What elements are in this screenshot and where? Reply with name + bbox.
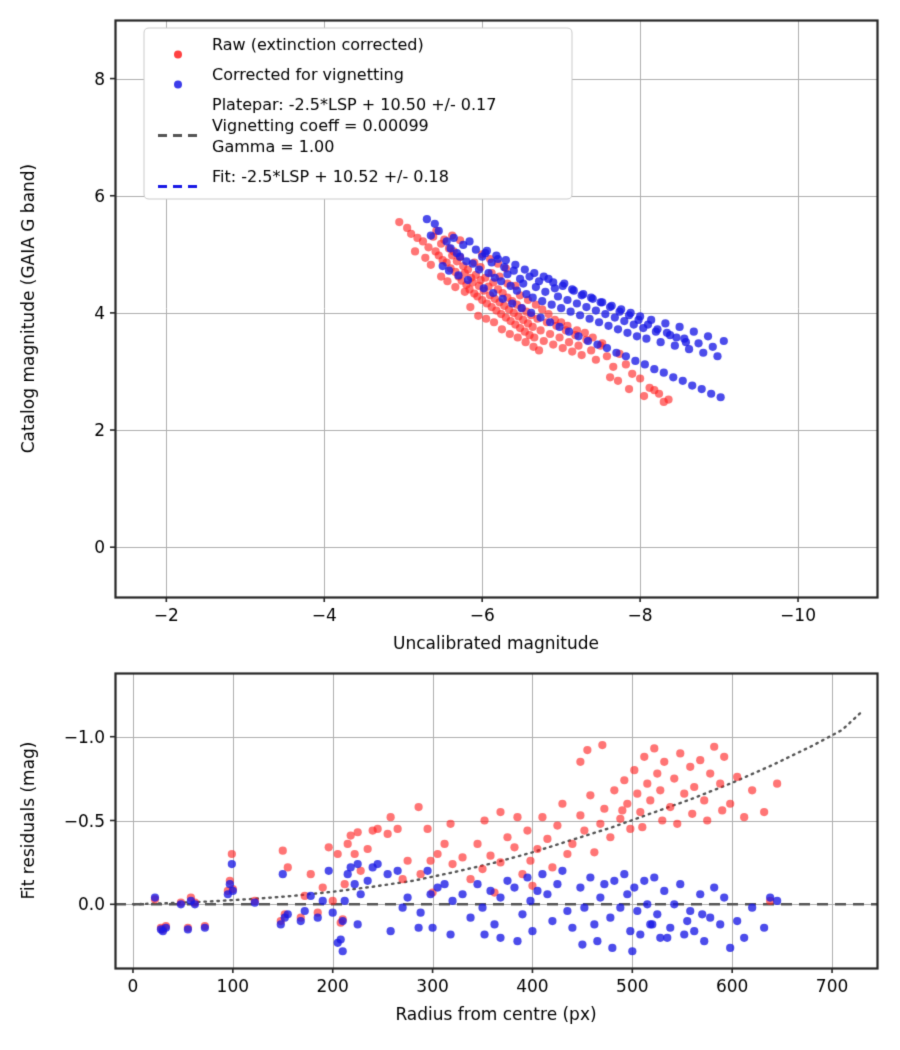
text-label-layer: Uncalibrated magnitude Catalog magnitude… (0, 0, 900, 1050)
matplotlib-figure-canvas (0, 0, 900, 1050)
photometry-calibration-figure: Uncalibrated magnitude Catalog magnitude… (0, 0, 900, 1050)
